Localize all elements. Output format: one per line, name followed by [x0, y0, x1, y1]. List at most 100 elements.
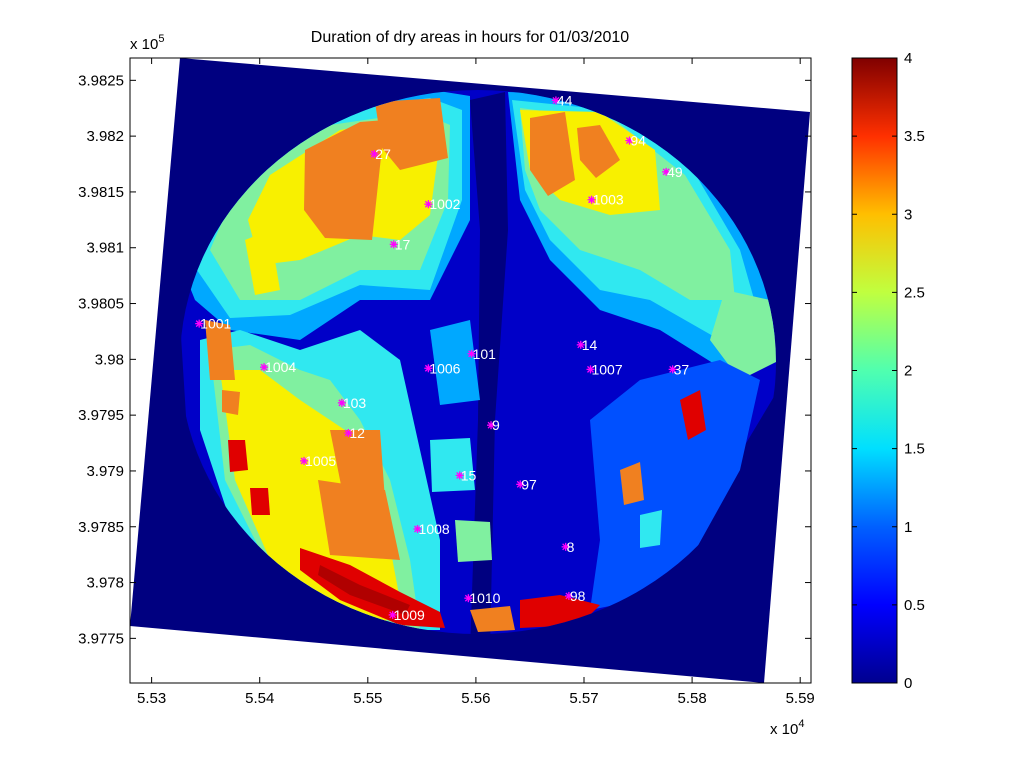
station-marker [344, 429, 353, 437]
orange-patch-sw-2 [318, 480, 400, 560]
station-label: 49 [667, 164, 683, 180]
x-tick-label: 5.58 [677, 690, 706, 707]
station-label: 1010 [469, 590, 500, 606]
station-label: 15 [461, 467, 477, 483]
colorbar-tick-label: 2 [904, 363, 912, 380]
station-label: 103 [343, 395, 367, 411]
station-marker [487, 421, 496, 430]
station-marker [586, 365, 595, 374]
y-tick-label: 3.981 [86, 240, 124, 257]
station-label: 1009 [394, 607, 425, 623]
x-tick-label: 5.56 [461, 690, 490, 707]
station-label: 9 [492, 417, 500, 433]
red-dot-w-1 [228, 440, 248, 472]
station-label: 101 [473, 346, 497, 362]
station-label: 44 [557, 92, 573, 108]
station-marker [389, 240, 398, 249]
y-tick-label: 3.9775 [78, 630, 124, 647]
axes-frame [129, 57, 812, 684]
station-marker [551, 96, 560, 105]
station-marker [587, 195, 596, 204]
colorbar [851, 57, 898, 684]
station-marker [564, 591, 573, 600]
station-label: 97 [521, 476, 537, 492]
colorbar-tick-label: 3.5 [904, 128, 925, 145]
station-label: 1004 [265, 359, 296, 375]
y-tick-label: 3.9815 [78, 184, 124, 201]
heatmap-field [130, 58, 810, 683]
station-markers: 44 94 27 49 1002 1003 17 1001 14 101 1004 1006 1007 3… [195, 92, 689, 623]
station-label: 94 [630, 133, 646, 149]
chart-title: Duration of dry areas in hours for 01/03… [311, 29, 630, 46]
station-label: 27 [375, 146, 391, 162]
y-axis: 3.9775 3.978 3.9785 3.979 3.9795 3.98 3.9805 3.… [78, 72, 811, 647]
colorbar-tick-label: 4 [904, 50, 912, 67]
y-multiplier: x 105 [130, 33, 164, 53]
band-yellow-sw [220, 370, 400, 630]
station-marker [424, 200, 433, 209]
station-marker [388, 610, 397, 619]
orange-patch-ne-1 [530, 112, 575, 196]
cyan-patch-c-1 [430, 438, 475, 492]
orange-patch-nw-1 [304, 120, 385, 240]
colorbar-tick-label: 2.5 [904, 284, 925, 301]
station-label: 98 [570, 588, 586, 604]
y-tick-label: 3.978 [86, 575, 124, 592]
central-channel [470, 92, 508, 634]
y-tick-label: 3.98 [95, 351, 124, 368]
station-marker [561, 542, 570, 551]
x-tick-label: 5.54 [245, 690, 274, 707]
colorbar-tick-label: 0.5 [904, 597, 925, 614]
y-tick-label: 3.979 [86, 463, 124, 480]
station-marker [516, 480, 525, 489]
station-label: 12 [349, 425, 365, 441]
station-label: 17 [395, 236, 411, 252]
colorbar-ticks: 0 0.5 1 1.5 2 2.5 3 3.5 4 [852, 50, 925, 692]
station-label: 1002 [429, 196, 460, 212]
y-tick-label: 3.9795 [78, 407, 124, 424]
station-marker [464, 594, 473, 603]
red-patch-sw [300, 548, 445, 628]
band-lightblue-e [590, 360, 760, 610]
station-label: 1006 [429, 360, 460, 376]
y-tick-label: 3.9825 [78, 72, 124, 89]
lightblue-patch-c-3 [430, 320, 480, 405]
station-label: 1007 [591, 361, 622, 377]
station-marker [662, 167, 671, 176]
colorbar-tick-label: 1 [904, 519, 912, 536]
red-dot-w-2 [250, 488, 270, 515]
station-label: 1005 [305, 453, 336, 469]
orange-patch-nw-2 [375, 98, 448, 170]
orange-patch-s-2 [470, 606, 515, 632]
station-marker [413, 524, 422, 533]
y-tick-label: 3.9805 [78, 296, 124, 313]
green-patch-c-2 [455, 520, 492, 562]
station-label: 37 [674, 361, 690, 377]
orange-patch-e-2 [620, 462, 644, 505]
colorbar-tick-label: 3 [904, 206, 912, 223]
station-label: 14 [582, 337, 598, 353]
station-marker [337, 398, 346, 407]
cyan-patch-e-3 [640, 510, 662, 548]
station-label: 1001 [200, 316, 231, 332]
orange-patch-ne-2 [577, 125, 620, 178]
band-lightgreen-ne-edge [710, 290, 776, 380]
station-marker [668, 365, 677, 374]
colorbar-tick-label: 1.5 [904, 441, 925, 458]
station-marker [260, 363, 269, 372]
x-tick-label: 5.55 [353, 690, 382, 707]
station-marker [467, 349, 476, 358]
darkred-strip-sw [318, 565, 410, 615]
orange-patch-w [205, 320, 235, 380]
y-tick-label: 3.982 [86, 128, 124, 145]
station-marker [195, 319, 204, 328]
yellow-patch-nw-3 [245, 230, 280, 295]
station-marker [370, 149, 379, 158]
station-marker [300, 456, 309, 465]
x-tick-label: 5.59 [786, 690, 815, 707]
station-label: 1003 [593, 192, 624, 208]
station-marker [455, 471, 464, 480]
station-marker [424, 364, 433, 373]
orange-dot-w-3 [222, 390, 240, 415]
